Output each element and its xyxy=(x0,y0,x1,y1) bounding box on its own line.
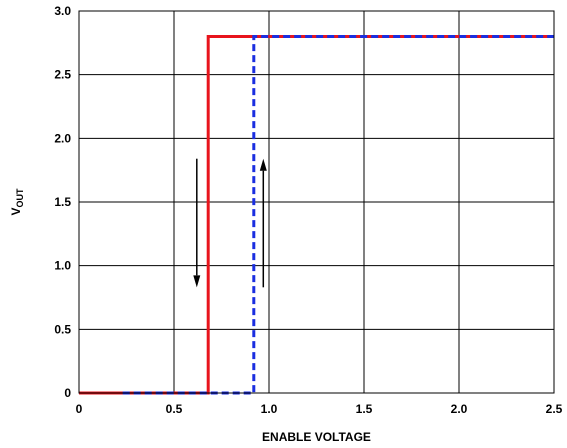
x-tick-label: 2.0 xyxy=(451,402,468,416)
x-tick-label: 1.5 xyxy=(356,402,373,416)
y-axis-label-main: V xyxy=(9,207,23,215)
arrow-down-head xyxy=(193,275,201,288)
y-tick-label: 2.5 xyxy=(54,68,71,82)
y-axis-label-subscript: OUT xyxy=(15,188,25,208)
series-line-1 xyxy=(79,34,554,395)
grid xyxy=(78,10,555,394)
y-axis-label: VOUT xyxy=(9,188,25,216)
x-tick-label: 0 xyxy=(76,402,83,416)
y-tick-label: 1.5 xyxy=(54,195,71,209)
y-tick-label: 0 xyxy=(64,386,71,400)
y-tick-label: 1.0 xyxy=(54,259,71,273)
arrow-up-head xyxy=(259,158,267,171)
y-tick-label: 0.5 xyxy=(54,322,71,336)
y-tick-label: 2.0 xyxy=(54,131,71,145)
plot-frame xyxy=(78,10,555,394)
x-tick-label: 0.5 xyxy=(166,402,183,416)
x-tick-label: 2.5 xyxy=(546,402,563,416)
annotations xyxy=(193,158,267,288)
x-tick-label: 1.0 xyxy=(261,402,278,416)
series-line-2 xyxy=(122,34,554,395)
series-group xyxy=(79,34,554,395)
x-axis-label: ENABLE VOLTAGE xyxy=(262,430,371,444)
tick-labels: 0 0.5 1.0 1.5 2.0 2.5 0 0.5 1.0 1.5 2.0 2.5 3.0 xyxy=(54,4,562,416)
y-tick-label: 3.0 xyxy=(54,4,71,18)
